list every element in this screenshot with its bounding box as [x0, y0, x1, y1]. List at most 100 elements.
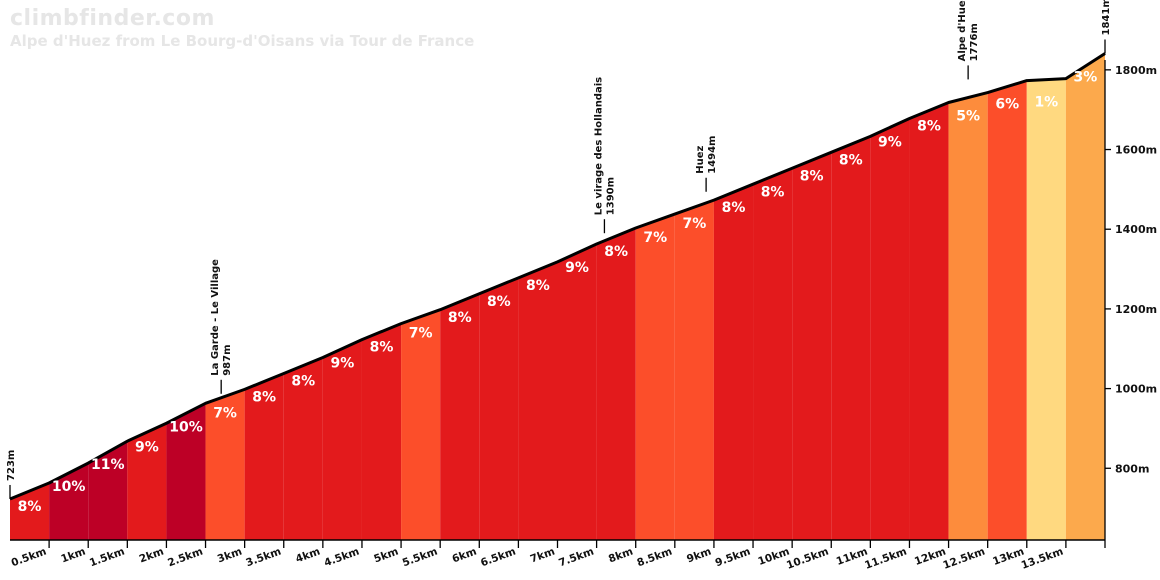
segment-grade-label: 11%	[91, 457, 125, 473]
segment-grade-label: 8%	[18, 499, 42, 515]
gradient-segment	[127, 423, 167, 540]
x-tick-label: 5.5km	[401, 546, 439, 570]
gradient-segment	[88, 441, 128, 540]
waypoint-name: Alpe d'Huez	[957, 0, 968, 61]
gradient-segments	[10, 53, 1105, 540]
segment-grade-label: 9%	[565, 260, 589, 276]
gradient-segment	[987, 80, 1027, 540]
segment-grade-label: 8%	[526, 278, 550, 294]
segment-grade-label: 8%	[800, 168, 824, 184]
gradient-segment	[948, 92, 988, 540]
x-tick-label: 6.5km	[479, 546, 517, 570]
x-tick-label: 8.5km	[635, 546, 673, 570]
x-tick-label: 3km	[216, 546, 244, 566]
gradient-segment	[1065, 53, 1105, 540]
x-tick-label: 2km	[138, 546, 166, 566]
gradient-segment	[440, 293, 480, 540]
chart-title: Alpe d'Huez from Le Bourg-d'Oisans via T…	[10, 32, 475, 50]
waypoint-name: Huez	[695, 145, 706, 173]
waypoint-marker: Le virage des Hollandais 1390m	[593, 77, 616, 234]
x-tick-label: 11.5km	[863, 546, 908, 572]
gradient-segment	[831, 136, 871, 540]
gradient-segment	[753, 168, 793, 540]
gradient-segment	[49, 463, 89, 540]
segment-grade-label: 7%	[213, 405, 237, 421]
segment-grade-label: 8%	[917, 119, 941, 135]
waypoint-elevation: 1841m	[1101, 0, 1112, 36]
waypoint-marker: 1841m	[1101, 0, 1112, 54]
waypoint-marker: 723m	[6, 450, 17, 499]
x-tick-label: 0.5km	[10, 546, 48, 570]
segment-grade-label: 8%	[761, 184, 785, 200]
gradient-segment	[870, 118, 910, 540]
segment-grade-label: 8%	[839, 152, 863, 168]
x-tick-label: 12.5km	[941, 546, 986, 572]
waypoint-name: La Garde - Le Village	[210, 259, 221, 376]
y-tick-label: 1000m	[1115, 383, 1157, 396]
gradient-segment	[401, 309, 441, 540]
segment-grade-label: 8%	[604, 244, 628, 260]
x-tick-label: 8km	[607, 546, 635, 566]
gradient-segment	[166, 403, 206, 540]
gradient-segment	[909, 102, 949, 540]
gradient-segment	[283, 357, 323, 540]
segment-grade-label: 9%	[878, 134, 902, 150]
gradient-segment	[596, 228, 636, 540]
segment-grade-label: 10%	[52, 479, 86, 495]
x-tick-label: 4km	[294, 546, 322, 566]
waypoint-elevation: 723m	[6, 450, 17, 481]
x-tick-label: 7km	[529, 546, 557, 566]
segment-grade-label: 8%	[370, 340, 394, 356]
gradient-segment	[557, 243, 597, 540]
waypoint-name: Le virage des Hollandais	[593, 77, 604, 215]
y-tick-label: 1600m	[1115, 144, 1157, 157]
gradient-segment	[635, 214, 675, 540]
waypoint-elevation: 1494m	[707, 136, 718, 174]
segment-grade-label: 8%	[487, 294, 511, 310]
x-tick-label: 1.5km	[88, 546, 126, 570]
x-tick-label: 10.5km	[785, 546, 830, 572]
brand-logo: climbfinder.com	[10, 6, 215, 31]
x-tick-label: 9km	[685, 546, 713, 566]
x-tick-label: 7.5km	[557, 546, 595, 570]
segment-grade-label: 8%	[448, 310, 472, 326]
segment-labels: 8% 10% 11% 9% 10% 7% 8% 8% 9% 8% 7% 8% 8% 8% 9% 8% 7% 7% 8…	[18, 70, 1098, 516]
gradient-segment	[518, 261, 558, 540]
gradient-segment	[674, 200, 714, 540]
waypoint-marker: La Garde - Le Village 987m	[210, 259, 233, 394]
x-tick-label: 4.5km	[323, 546, 361, 570]
x-tick-label: 3.5km	[244, 546, 282, 570]
x-tick-label: 13.5km	[1020, 546, 1065, 572]
waypoint-elevation: 987m	[222, 344, 233, 375]
segment-grade-label: 9%	[135, 439, 159, 455]
x-tick-label: 9.5km	[714, 546, 752, 570]
gradient-segment	[1026, 78, 1066, 540]
gradient-segment	[361, 323, 402, 540]
gradient-segment	[205, 389, 245, 540]
elevation-line	[9, 52, 1106, 501]
segment-grade-label: 5%	[956, 109, 980, 125]
segment-grade-label: 6%	[995, 97, 1019, 113]
segment-grade-label: 3%	[1074, 70, 1098, 86]
x-tick-label: 6km	[450, 546, 478, 566]
gradient-segment	[322, 339, 362, 540]
gradient-segment	[244, 373, 284, 540]
y-tick-label: 1200m	[1115, 303, 1157, 316]
segment-grade-label: 7%	[643, 230, 667, 246]
segment-grade-label: 1%	[1034, 95, 1058, 111]
gradient-segment	[713, 184, 754, 540]
y-tick-label: 1800m	[1115, 64, 1157, 77]
segment-grade-label: 8%	[252, 389, 276, 405]
gradient-segment	[479, 277, 519, 540]
segment-grade-label: 7%	[682, 216, 706, 232]
x-tick-label: 2.5km	[166, 546, 204, 570]
y-tick-label: 1400m	[1115, 223, 1157, 236]
gradient-segment	[10, 483, 50, 540]
waypoint-marker: Huez 1494m	[695, 136, 718, 192]
waypoint-elevation: 1776m	[969, 23, 980, 61]
segment-grade-label: 8%	[291, 374, 315, 390]
segment-grade-label: 8%	[722, 200, 746, 216]
waypoint-marker: Alpe d'Huez 1776m	[957, 0, 980, 80]
y-tick-label: 800m	[1115, 462, 1149, 475]
